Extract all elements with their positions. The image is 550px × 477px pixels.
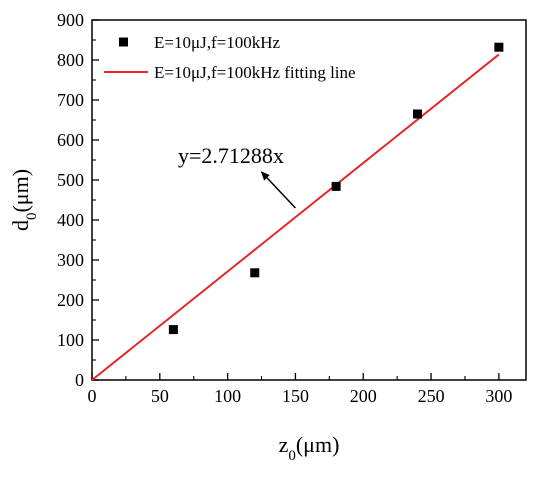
y-tick-label: 300 [57, 250, 84, 270]
fit-line [91, 53, 500, 381]
x-tick-label: 100 [214, 386, 241, 406]
y-tick-label: 800 [57, 50, 84, 70]
data-point [168, 325, 178, 335]
x-tick-label: 300 [485, 386, 512, 406]
x-tick-label: 50 [151, 386, 169, 406]
fit-equation-annotation: y=2.71288x [178, 143, 284, 168]
x-tick-label: 200 [350, 386, 377, 406]
x-axis-title-subscript: 0 [288, 448, 296, 464]
data-point [250, 268, 260, 278]
y-tick-label: 200 [57, 290, 84, 310]
y-tick-label: 100 [57, 330, 84, 350]
annotation-arrow [260, 171, 296, 209]
y-tick-label: 700 [57, 90, 84, 110]
data-point [413, 109, 422, 119]
y-axis-title-unit: (μm) [8, 169, 33, 213]
x-tick-label: 150 [282, 386, 309, 406]
y-axis-title: d0(μm) [8, 169, 40, 231]
y-tick-label: 400 [57, 210, 84, 230]
y-axis-title-base: d [8, 220, 33, 231]
y-tick-label: 0 [75, 370, 84, 390]
x-tick-label: 0 [88, 386, 97, 406]
legend-label-fit: E=10μJ,f=100kHz fitting line [154, 63, 356, 82]
y-axis-title-subscript: 0 [24, 213, 40, 221]
y-tick-label: 600 [57, 130, 84, 150]
y-tick-label: 500 [57, 170, 84, 190]
data-point [331, 181, 341, 191]
x-tick-label: 250 [418, 386, 445, 406]
data-point [494, 42, 504, 52]
legend-marker-points [119, 37, 128, 47]
legend-label-points: E=10μJ,f=100kHz [154, 33, 280, 52]
x-axis-title-base: z [279, 432, 289, 457]
x-axis-title: z0(μm) [279, 432, 340, 464]
y-tick-label: 900 [57, 10, 84, 30]
x-axis-title-unit: (μm) [296, 432, 340, 457]
